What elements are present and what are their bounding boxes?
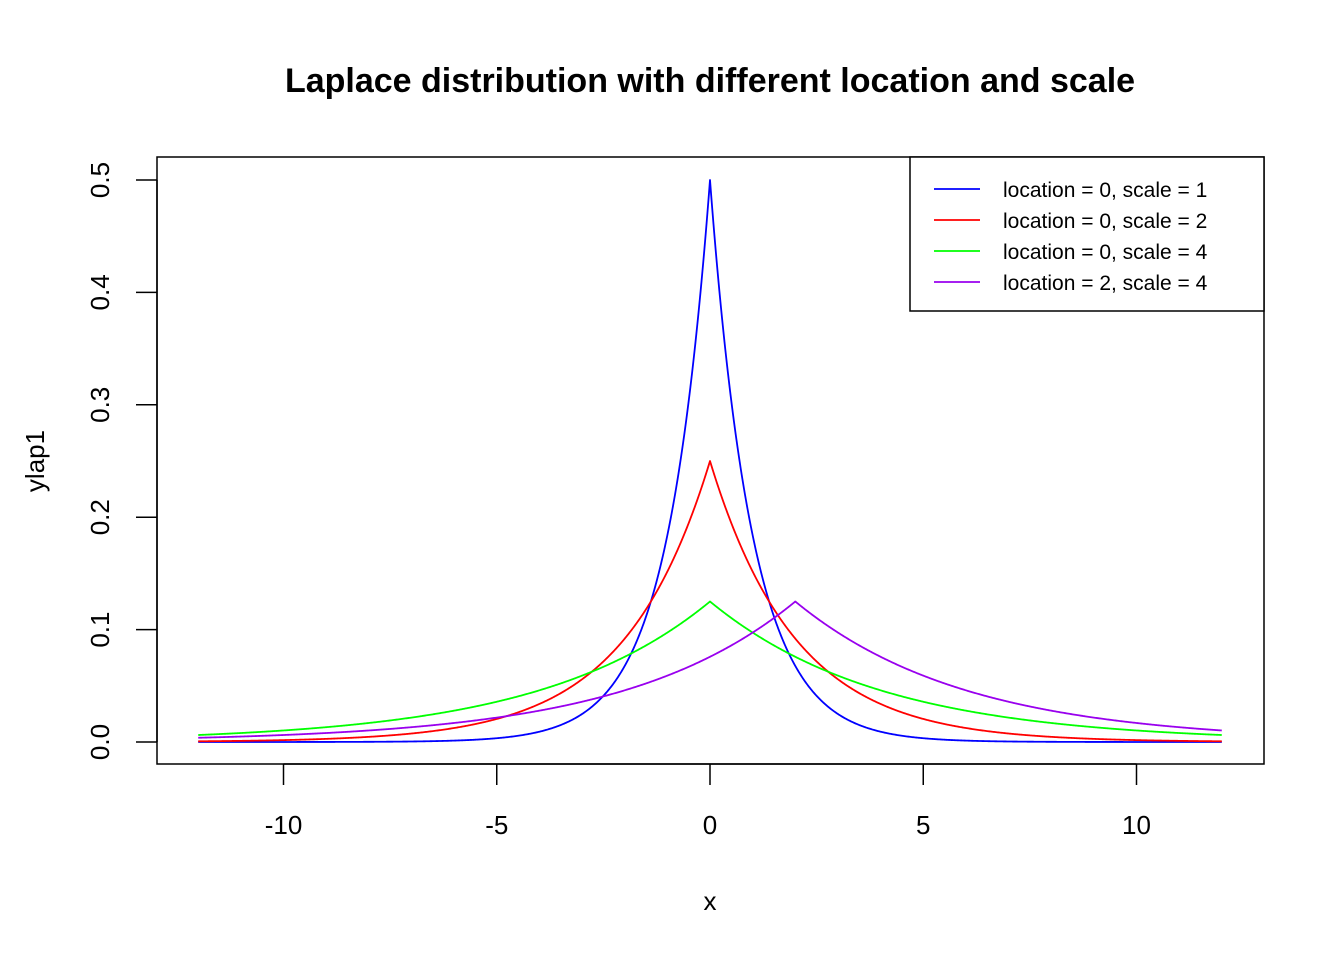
x-axis-label: x [704, 886, 717, 916]
legend-label: location = 0, scale = 1 [1003, 179, 1207, 202]
series-line-2 [198, 460, 1222, 743]
legend-box [909, 156, 1265, 312]
y-axis: 0.0 0.1 0.2 0.3 0.4 0.5 [85, 162, 158, 760]
legend-label: location = 0, scale = 2 [1003, 210, 1207, 233]
legend: location = 0, scale = 1 location = 0, sca… [909, 156, 1265, 312]
x-tick-label: 10 [1122, 810, 1151, 840]
y-tick-label: 0.1 [85, 612, 115, 648]
x-tick-label: -10 [265, 810, 303, 840]
x-tick-label: -5 [485, 810, 508, 840]
chart-title: Laplace distribution with different loca… [285, 62, 1135, 100]
y-tick-label: 0.0 [85, 724, 115, 760]
series-layer [198, 179, 1222, 743]
x-tick-label: 5 [916, 810, 930, 840]
series-line-3 [198, 600, 1222, 736]
series-line-1 [198, 179, 1222, 743]
y-axis-label: ylap1 [20, 430, 50, 492]
y-tick-label: 0.5 [85, 162, 115, 198]
y-tick-label: 0.4 [85, 274, 115, 310]
x-tick-label: 0 [703, 810, 717, 840]
x-axis: -10 -5 0 5 10 [265, 763, 1151, 840]
series-line-4 [198, 600, 1222, 739]
legend-label: location = 2, scale = 4 [1003, 272, 1208, 295]
y-tick-label: 0.3 [85, 387, 115, 423]
y-tick-label: 0.2 [85, 499, 115, 535]
legend-label: location = 0, scale = 4 [1003, 241, 1208, 264]
